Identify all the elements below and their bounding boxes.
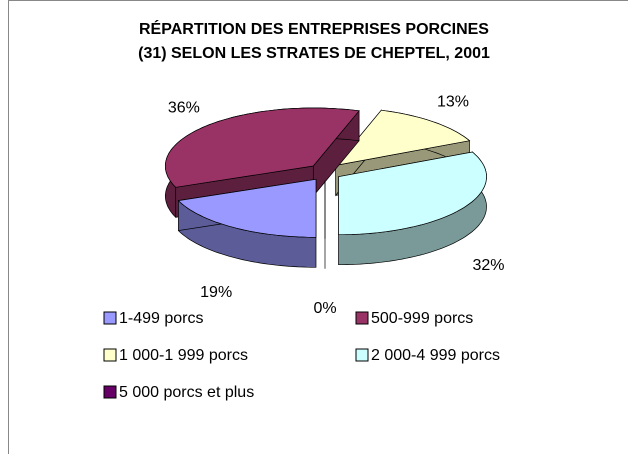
data-label: 36%	[168, 100, 200, 117]
legend-label: 1 000-1 999 porcs	[119, 347, 248, 364]
data-label: 32%	[472, 257, 504, 274]
slice	[177, 178, 317, 238]
slice	[334, 109, 471, 166]
legend-swatch	[355, 348, 369, 362]
legend-swatch	[103, 385, 117, 399]
legend-label: 1-499 porcs	[119, 310, 204, 327]
data-label: 13%	[437, 94, 469, 111]
data-label: 19%	[200, 284, 232, 301]
legend-label: 2 000-4 999 porcs	[371, 347, 500, 364]
chart-title: (31) SELON LES STRATES DE CHEPTEL, 2001	[138, 45, 490, 62]
legend-swatch	[103, 348, 117, 362]
legend-swatch	[355, 311, 369, 325]
chart-title: RÉPARTITION DES ENTREPRISES PORCINES	[139, 19, 489, 38]
legend-label: 5 000 porcs et plus	[119, 384, 254, 401]
data-label: 0%	[313, 300, 336, 317]
slice	[164, 107, 360, 188]
legend-label: 500-999 porcs	[371, 310, 473, 327]
slice	[338, 151, 487, 236]
legend-swatch	[103, 311, 117, 325]
